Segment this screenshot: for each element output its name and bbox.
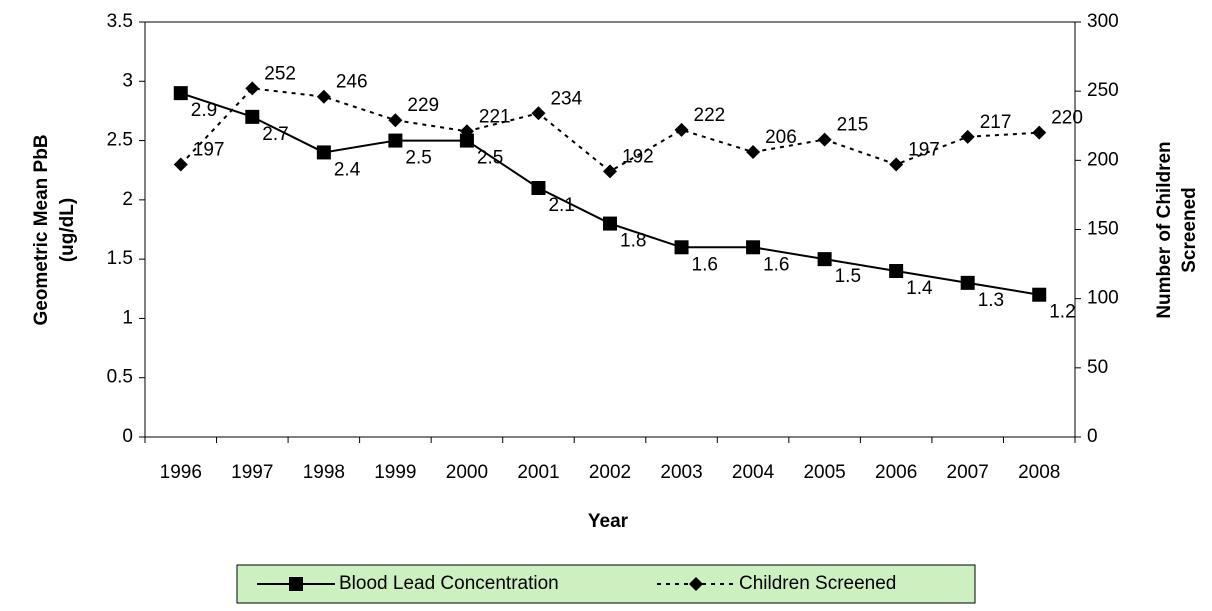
data-point [960, 275, 975, 290]
x-tick-label: 1999 [374, 462, 416, 483]
data-point [603, 216, 617, 231]
y-tick-label: 0.5 [107, 367, 133, 388]
data-label: 2.4 [334, 159, 361, 180]
data-point [245, 109, 260, 124]
data-label: 2.7 [262, 124, 288, 145]
legend-label: Children Screened [739, 573, 896, 594]
data-point [459, 124, 474, 139]
y2-tick-label: 200 [1087, 149, 1119, 170]
x-tick-label: 2003 [660, 462, 702, 483]
x-tick-label: 2002 [589, 462, 631, 483]
data-point [817, 132, 832, 147]
y2-axis-title: Screened [1179, 187, 1200, 273]
y-tick-label: 3 [122, 70, 133, 91]
data-label: 192 [622, 146, 654, 167]
y-axis-title: (ug/dL) [57, 198, 78, 262]
y2-axis-title: Number of Children [1154, 141, 1175, 318]
x-axis-title: Year [588, 511, 629, 532]
y2-tick-label: 250 [1087, 80, 1119, 101]
data-point [889, 264, 904, 278]
legend-marker [289, 577, 303, 591]
x-tick-label: 1996 [160, 462, 202, 483]
data-label: 197 [908, 139, 940, 160]
series-line [180, 92, 1040, 296]
data-point [173, 86, 188, 101]
data-label: 1.8 [620, 231, 646, 252]
data-label: 1.4 [906, 278, 933, 299]
y-axis-title: Geometric Mean PbB [31, 134, 52, 325]
data-label: 1.2 [1049, 302, 1075, 323]
data-point [245, 81, 260, 96]
data-point [960, 129, 975, 144]
data-point [746, 145, 761, 160]
data-point [316, 89, 331, 104]
x-tick-label: 2006 [875, 462, 917, 483]
x-tick-label: 1997 [231, 462, 273, 483]
x-tick-label: 2000 [446, 462, 488, 483]
data-label: 221 [479, 106, 511, 127]
x-tick-label: 2001 [517, 462, 559, 483]
data-label: 1.6 [692, 254, 718, 275]
y-tick-label: 0 [122, 426, 133, 447]
data-label: 1.5 [835, 266, 861, 287]
data-label: 246 [336, 72, 368, 93]
data-label: 2.5 [405, 148, 431, 169]
data-label: 2.5 [477, 148, 503, 169]
data-label: 1.3 [978, 290, 1004, 311]
data-point [459, 133, 474, 148]
data-label: 229 [407, 95, 439, 116]
y2-tick-label: 300 [1087, 11, 1119, 32]
data-label: 222 [694, 105, 726, 126]
x-tick-label: 2004 [732, 462, 775, 483]
x-tick-label: 2007 [947, 462, 989, 483]
data-point [173, 157, 188, 172]
data-point [531, 181, 546, 195]
x-tick-label: 2008 [1018, 462, 1060, 483]
y2-tick-label: 150 [1087, 219, 1119, 240]
data-label: 252 [264, 63, 296, 84]
data-label: 2.9 [191, 100, 217, 121]
legend-label: Blood Lead Concentration [339, 573, 559, 594]
data-point [674, 240, 689, 255]
legend-box [236, 564, 976, 604]
data-label: 206 [765, 127, 797, 148]
y2-tick-label: 50 [1087, 357, 1108, 378]
y-tick-label: 1.5 [107, 248, 133, 269]
y-tick-label: 2.5 [107, 130, 133, 151]
y2-tick-label: 100 [1087, 288, 1119, 309]
x-tick-label: 2005 [803, 462, 845, 483]
data-point [388, 113, 403, 128]
y-tick-label: 3.5 [107, 11, 133, 32]
data-point [746, 240, 761, 255]
y-tick-label: 2 [122, 189, 133, 210]
y2-tick-label: 0 [1087, 426, 1098, 447]
data-point [1032, 287, 1047, 302]
data-point [1032, 125, 1047, 140]
legend-marker [689, 577, 703, 591]
data-point [889, 157, 904, 172]
data-point [388, 133, 403, 148]
data-point [316, 145, 331, 160]
data-point [817, 252, 832, 267]
data-label: 220 [1051, 108, 1083, 129]
data-point [674, 122, 689, 137]
data-point [531, 106, 546, 121]
x-tick-label: 1998 [303, 462, 345, 483]
data-label: 215 [837, 115, 869, 136]
data-point [603, 164, 617, 179]
data-label: 2.1 [548, 195, 574, 216]
data-label: 197 [193, 139, 225, 160]
y-tick-label: 1 [122, 307, 133, 328]
data-label: 234 [550, 88, 582, 109]
data-label: 217 [980, 112, 1012, 133]
data-label: 1.6 [763, 254, 789, 275]
